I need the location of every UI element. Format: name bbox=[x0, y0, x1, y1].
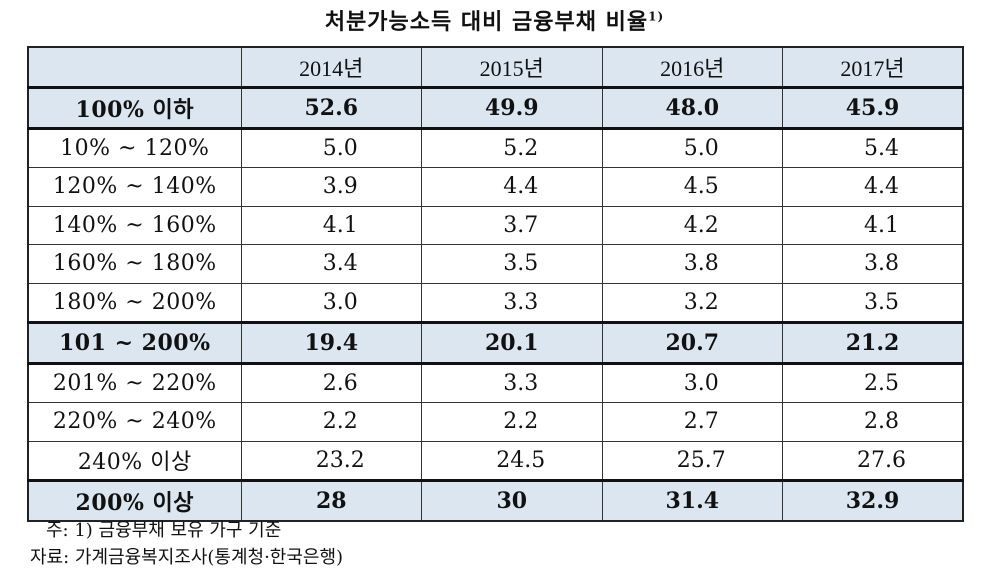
row-label: 180% ~ 200% bbox=[27, 282, 242, 323]
value-cell-2017년: 3.5 bbox=[782, 282, 964, 323]
value-cell-2015년: 2.2 bbox=[421, 402, 603, 442]
header-cell-2014: 2014년 bbox=[240, 46, 422, 88]
value-cell-2017년: 21.2 bbox=[782, 321, 964, 365]
row-label: 120% ~ 140% bbox=[27, 167, 242, 207]
title-text: 처분가능소득 대비 금융부채 비율 bbox=[324, 10, 649, 35]
row-label: 10% ~ 120% bbox=[27, 127, 242, 168]
value-cell-2016년: 4.5 bbox=[601, 167, 783, 207]
row-label: 100% 이하 bbox=[27, 86, 242, 130]
value-cell-2015년: 3.3 bbox=[421, 282, 603, 323]
table-title: 처분가능소득 대비 금융부채 비율1) bbox=[0, 4, 989, 36]
value-cell-2017년: 2.5 bbox=[782, 362, 964, 403]
row-label: 160% ~ 180% bbox=[27, 244, 242, 284]
value-cell-2014년: 23.2 bbox=[240, 440, 422, 481]
header-cell-2015: 2015년 bbox=[421, 46, 603, 88]
value-cell-2017년: 4.1 bbox=[782, 205, 964, 245]
table-row: 201% ~ 220% 2.6 3.3 3.0 2.5 bbox=[27, 362, 964, 403]
table-row: 10% ~ 120% 5.0 5.2 5.0 5.4 bbox=[27, 127, 964, 168]
header-cell-corner bbox=[27, 46, 242, 88]
summary-row: 101 ~ 200% 19.4 20.1 20.7 21.2 bbox=[27, 321, 964, 365]
value-cell-2014년: 3.4 bbox=[240, 244, 422, 284]
value-cell-2015년: 30 bbox=[421, 479, 603, 521]
value-cell-2017년: 4.4 bbox=[782, 167, 964, 207]
debt-ratio-table: 2014년 2015년 2016년 2017년 100% 이하 52.6 49.9 4… bbox=[27, 46, 964, 522]
value-cell-2015년: 3.3 bbox=[421, 362, 603, 403]
value-cell-2016년: 4.2 bbox=[601, 205, 783, 245]
value-cell-2016년: 25.7 bbox=[601, 440, 783, 481]
table-row: 140% ~ 160% 4.1 3.7 4.2 4.1 bbox=[27, 205, 964, 245]
value-cell-2015년: 24.5 bbox=[421, 440, 603, 481]
value-cell-2015년: 3.7 bbox=[421, 205, 603, 245]
value-cell-2014년: 19.4 bbox=[240, 321, 422, 365]
value-cell-2017년: 3.8 bbox=[782, 244, 964, 284]
value-cell-2017년: 32.9 bbox=[782, 479, 964, 521]
value-cell-2015년: 3.5 bbox=[421, 244, 603, 284]
value-cell-2016년: 48.0 bbox=[601, 86, 783, 130]
row-label: 201% ~ 220% bbox=[27, 362, 242, 403]
value-cell-2016년: 2.7 bbox=[601, 402, 783, 442]
value-cell-2014년: 52.6 bbox=[240, 86, 422, 130]
value-cell-2014년: 2.6 bbox=[240, 362, 422, 403]
table-row: 240% 이상 23.2 24.5 25.7 27.6 bbox=[27, 440, 964, 481]
value-cell-2014년: 5.0 bbox=[240, 127, 422, 168]
value-cell-2014년: 4.1 bbox=[240, 205, 422, 245]
value-cell-2017년: 5.4 bbox=[782, 127, 964, 168]
table-row: 180% ~ 200% 3.0 3.3 3.2 3.5 bbox=[27, 282, 964, 323]
title-footnote-mark: 1) bbox=[648, 9, 665, 24]
value-cell-2016년: 3.2 bbox=[601, 282, 783, 323]
value-cell-2014년: 3.0 bbox=[240, 282, 422, 323]
table-row: 120% ~ 140% 3.9 4.4 4.5 4.4 bbox=[27, 167, 964, 207]
header-cell-2017: 2017년 bbox=[782, 46, 964, 88]
value-cell-2015년: 49.9 bbox=[421, 86, 603, 130]
summary-row: 200% 이상 28 30 31.4 32.9 bbox=[27, 479, 964, 521]
value-cell-2017년: 2.8 bbox=[782, 402, 964, 442]
row-label: 240% 이상 bbox=[27, 440, 242, 481]
value-cell-2017년: 27.6 bbox=[782, 440, 964, 481]
summary-row: 100% 이하 52.6 49.9 48.0 45.9 bbox=[27, 86, 964, 130]
value-cell-2015년: 5.2 bbox=[421, 127, 603, 168]
row-label: 101 ~ 200% bbox=[27, 321, 242, 365]
row-label: 200% 이상 bbox=[27, 479, 242, 521]
value-cell-2016년: 3.0 bbox=[601, 362, 783, 403]
row-label: 140% ~ 160% bbox=[27, 205, 242, 245]
value-cell-2014년: 28 bbox=[240, 479, 422, 521]
value-cell-2014년: 3.9 bbox=[240, 167, 422, 207]
source-note: 자료: 가계금융복지조사(통계청·한국은행) bbox=[30, 547, 344, 568]
value-cell-2014년: 2.2 bbox=[240, 402, 422, 442]
table-row: 220% ~ 240% 2.2 2.2 2.7 2.8 bbox=[27, 402, 964, 442]
header-row: 2014년 2015년 2016년 2017년 bbox=[27, 46, 964, 88]
table-body: 100% 이하 52.6 49.9 48.0 45.9 10% ~ 120% 5.0 5.2 5… bbox=[27, 86, 964, 521]
value-cell-2016년: 5.0 bbox=[601, 127, 783, 168]
header-cell-2016: 2016년 bbox=[601, 46, 783, 88]
row-label: 220% ~ 240% bbox=[27, 402, 242, 442]
footnote: 주: 1) 금융부채 보유 가구 기준 bbox=[46, 520, 282, 541]
table-row: 160% ~ 180% 3.4 3.5 3.8 3.8 bbox=[27, 244, 964, 284]
value-cell-2015년: 20.1 bbox=[421, 321, 603, 365]
value-cell-2015년: 4.4 bbox=[421, 167, 603, 207]
value-cell-2016년: 31.4 bbox=[601, 479, 783, 521]
value-cell-2016년: 20.7 bbox=[601, 321, 783, 365]
value-cell-2016년: 3.8 bbox=[601, 244, 783, 284]
value-cell-2017년: 45.9 bbox=[782, 86, 964, 130]
